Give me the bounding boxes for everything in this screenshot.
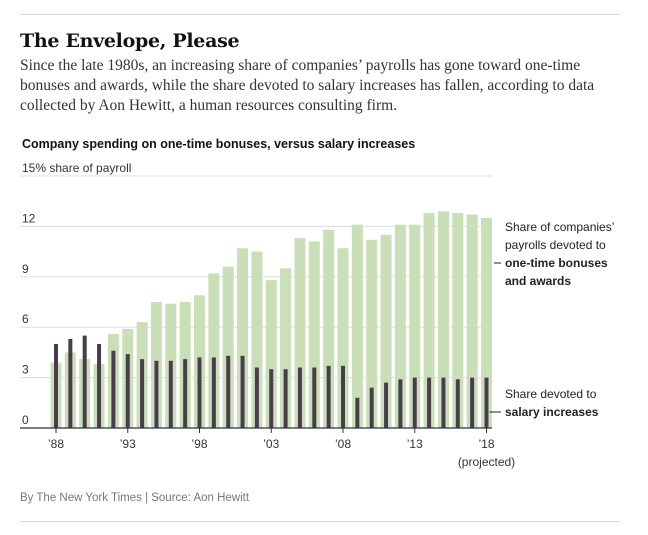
page-title: The Envelope, Please — [20, 30, 240, 52]
y-tick-label: 12 — [22, 211, 36, 225]
bonus-bar — [452, 212, 464, 428]
x-tick-label: ’93 — [120, 437, 136, 451]
x-tick-sublabel: (projected) — [458, 455, 515, 469]
bonus-bar — [466, 214, 478, 428]
salary-series-label: salary increases — [505, 405, 599, 419]
salary-bar — [97, 344, 102, 428]
bonus-bar — [280, 268, 292, 428]
salary-bar — [54, 344, 58, 428]
axes: 15% share of payroll 12 9 6 3 0 ’88 ’93 ’98 ’03 ’0… — [20, 161, 515, 469]
salary-bar — [111, 350, 116, 428]
x-tick-label: ’03 — [263, 437, 279, 451]
series-labels: Share of companies’ payrolls devoted to on… — [489, 220, 614, 419]
x-tick-label: ’13 — [407, 437, 423, 451]
salary-bar — [82, 335, 87, 428]
bonus-bar — [351, 224, 363, 428]
bonus-bar — [237, 248, 249, 428]
bonus-bar — [251, 251, 263, 428]
salary-bar — [441, 377, 446, 428]
bonus-bar — [323, 229, 335, 428]
salary-bar — [369, 387, 374, 428]
salary-bar — [427, 377, 432, 428]
salary-bar — [455, 379, 460, 428]
bonus-bar — [437, 211, 449, 428]
chart-title: Company spending on one-time bonuses, ve… — [22, 137, 416, 151]
bars — [50, 211, 492, 428]
salary-bar — [68, 338, 73, 428]
bonus-series-label: and awards — [505, 274, 571, 288]
bonus-bar — [208, 273, 220, 428]
salary-bar — [226, 355, 231, 428]
bonus-bar — [394, 224, 406, 428]
bonus-bar — [222, 266, 234, 428]
x-tick-label: ’18 — [478, 437, 494, 451]
source-credit: By The New York Times | Source: Aon Hewi… — [20, 492, 250, 504]
y-tick-label: 9 — [22, 262, 29, 276]
salary-bar — [312, 367, 317, 428]
salary-bar — [269, 369, 274, 428]
bonus-series-label: Share of companies’ — [505, 220, 614, 234]
salary-bar — [341, 365, 345, 428]
salary-bar — [254, 367, 259, 428]
salary-bar — [140, 359, 145, 428]
x-tick-label: ’08 — [335, 437, 351, 451]
salary-bar — [355, 397, 360, 428]
salary-bar — [470, 377, 475, 428]
bonus-bar — [308, 241, 320, 428]
salary-bar — [197, 357, 202, 428]
bonus-bar — [265, 280, 277, 428]
y-tick-label: 6 — [22, 312, 29, 326]
bonus-bar — [380, 234, 392, 428]
salary-bar — [326, 365, 331, 428]
salary-bar — [398, 379, 403, 428]
salary-bar — [484, 377, 489, 428]
salary-bar — [183, 359, 188, 428]
salary-bar — [125, 354, 130, 428]
bonus-bar — [337, 248, 349, 428]
salary-bar — [240, 355, 245, 428]
x-tick-label: ’88 — [48, 437, 64, 451]
page-subtitle: Since the late 1980s, an increasing shar… — [20, 57, 595, 114]
bonus-bar — [423, 212, 435, 428]
top-rule — [20, 14, 620, 15]
bonus-bar — [366, 239, 378, 428]
bonus-bar — [481, 218, 492, 428]
bonus-series-label: one-time bonuses — [505, 256, 608, 270]
y-tick-label: 3 — [22, 363, 29, 377]
salary-series-label: Share devoted to — [505, 387, 597, 401]
y-tick-label: 15% share of payroll — [22, 161, 131, 175]
y-tick-label: 0 — [22, 413, 29, 427]
salary-bar — [412, 377, 417, 428]
salary-bar — [384, 382, 389, 428]
salary-bar — [283, 369, 288, 428]
bonus-series-label: payrolls devoted to — [505, 238, 606, 252]
salary-bar — [211, 357, 216, 428]
salary-bar — [154, 360, 159, 428]
bonus-bar — [294, 238, 306, 428]
bonus-bar — [409, 224, 421, 428]
x-tick-label: ’98 — [191, 437, 207, 451]
bottom-rule — [20, 521, 620, 522]
salary-bar — [168, 360, 173, 428]
salary-bar — [297, 367, 302, 428]
